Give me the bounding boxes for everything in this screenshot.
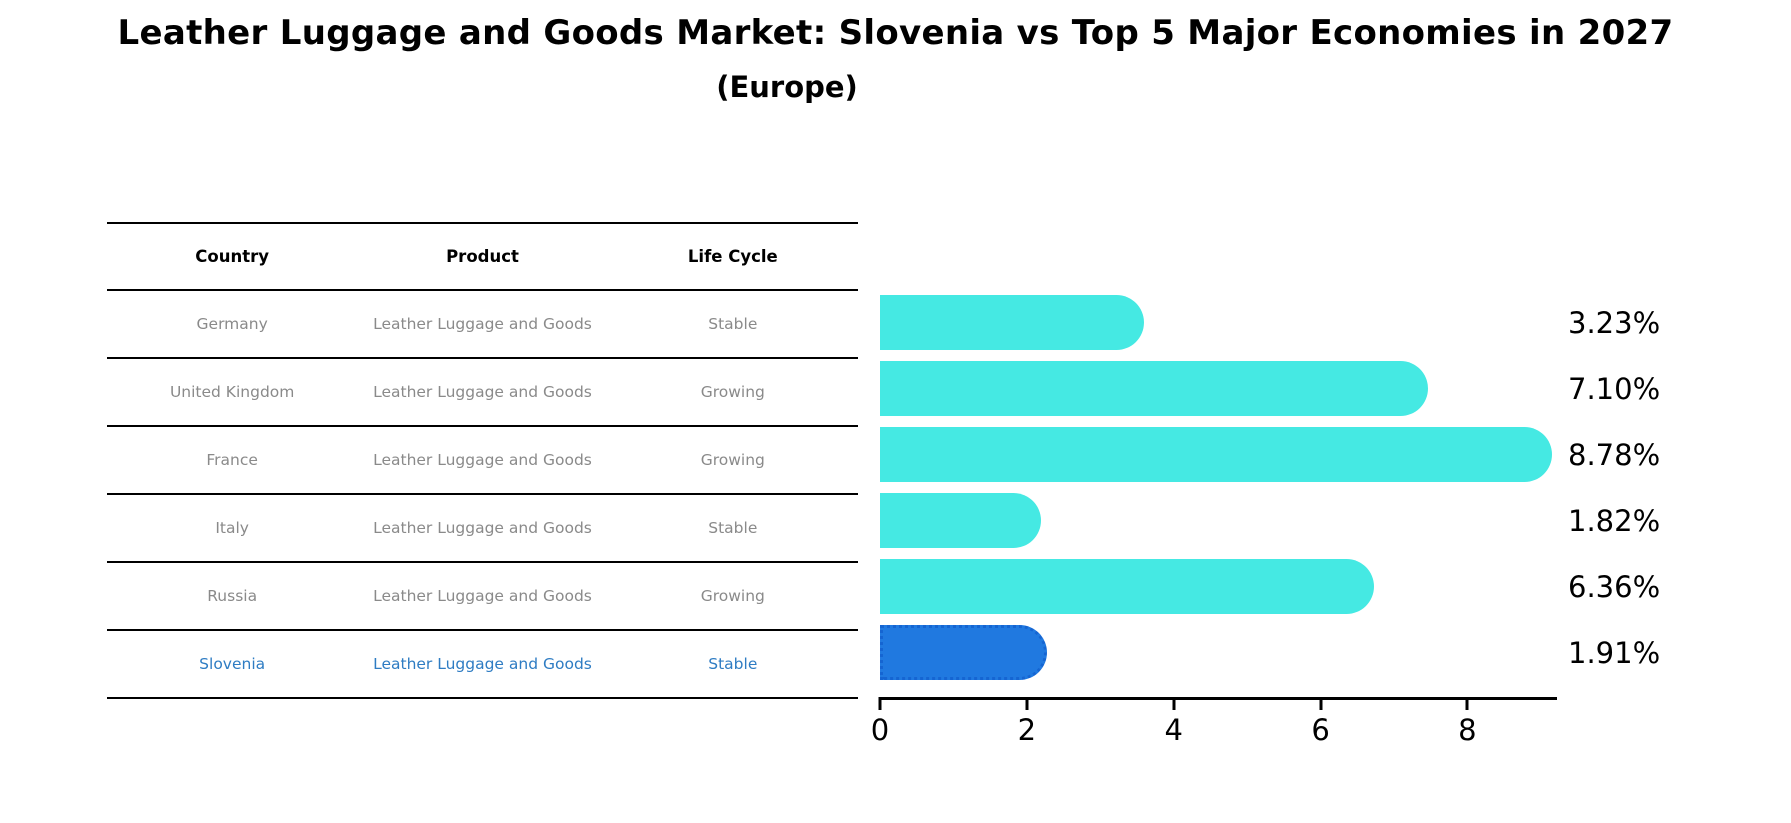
- cell-product: Leather Luggage and Goods: [373, 587, 592, 605]
- x-axis-tick: [1025, 697, 1029, 710]
- cell-product: Leather Luggage and Goods: [373, 383, 592, 401]
- cell-life-cycle: Stable: [708, 655, 758, 673]
- x-tick-label: 4: [1164, 713, 1183, 747]
- bar-value-label-france: 8.78%: [1568, 437, 1661, 472]
- bar-germany: [880, 295, 1145, 350]
- x-tick-label: 6: [1311, 713, 1330, 747]
- column-header-country: Country: [195, 247, 270, 266]
- bar-france: [880, 427, 1552, 482]
- cell-country: Italy: [215, 519, 249, 537]
- cell-product: Leather Luggage and Goods: [373, 519, 592, 537]
- cell-country: Russia: [207, 587, 258, 605]
- bar-italy: [880, 493, 1041, 548]
- table-row-italy: Italy Leather Luggage and Goods Stable: [107, 495, 858, 563]
- x-axis-tick: [1465, 697, 1469, 710]
- bar-value-label-united-kingdom: 7.10%: [1568, 371, 1661, 406]
- table-row-united-kingdom: United Kingdom Leather Luggage and Goods…: [107, 359, 858, 427]
- cell-life-cycle: Growing: [700, 383, 765, 401]
- bar-value-label-italy: 1.82%: [1568, 503, 1661, 538]
- table-row-russia: Russia Leather Luggage and Goods Growing: [107, 563, 858, 631]
- cell-life-cycle: Stable: [708, 315, 758, 333]
- x-tick-label: 8: [1458, 713, 1477, 747]
- table-row-slovenia: Slovenia Leather Luggage and Goods Stabl…: [107, 631, 858, 699]
- bar-slovenia: [880, 625, 1048, 680]
- cell-life-cycle: Growing: [700, 451, 765, 469]
- bar-russia: [880, 559, 1374, 614]
- cell-life-cycle: Growing: [700, 587, 765, 605]
- cell-country: Slovenia: [199, 655, 266, 673]
- column-header-life-cycle: Life Cycle: [687, 247, 778, 266]
- bar-value-label-germany: 3.23%: [1568, 305, 1661, 340]
- cell-country: France: [206, 451, 258, 469]
- x-tick-label: 0: [870, 713, 890, 747]
- bar-value-label-russia: 6.36%: [1568, 569, 1661, 604]
- chart-subtitle: (Europe): [716, 70, 858, 104]
- bar-chart: 0 2 4 6 8: [871, 289, 1557, 747]
- table-row-france: France Leather Luggage and Goods Growing: [107, 427, 858, 495]
- bar-united-kingdom: [880, 361, 1429, 416]
- cell-country: Germany: [196, 315, 268, 333]
- x-tick-label: 2: [1017, 713, 1037, 747]
- cell-product: Leather Luggage and Goods: [373, 655, 592, 673]
- column-header-product: Product: [446, 247, 519, 266]
- chart-title: Leather Luggage and Goods Market: Sloven…: [117, 13, 1674, 53]
- cell-product: Leather Luggage and Goods: [373, 451, 592, 469]
- data-table: Country Product Life Cycle Germany Leath…: [107, 222, 858, 699]
- table-header-row: Country Product Life Cycle: [107, 224, 858, 291]
- table-row-germany: Germany Leather Luggage and Goods Stable: [107, 291, 858, 359]
- x-axis-tick: [878, 697, 882, 710]
- x-axis-tick: [1172, 697, 1176, 710]
- bar-value-label-slovenia: 1.91%: [1568, 635, 1661, 670]
- cell-product: Leather Luggage and Goods: [373, 315, 592, 333]
- cell-country: United Kingdom: [169, 383, 295, 401]
- cell-life-cycle: Stable: [708, 519, 758, 537]
- x-axis-tick: [1319, 697, 1323, 710]
